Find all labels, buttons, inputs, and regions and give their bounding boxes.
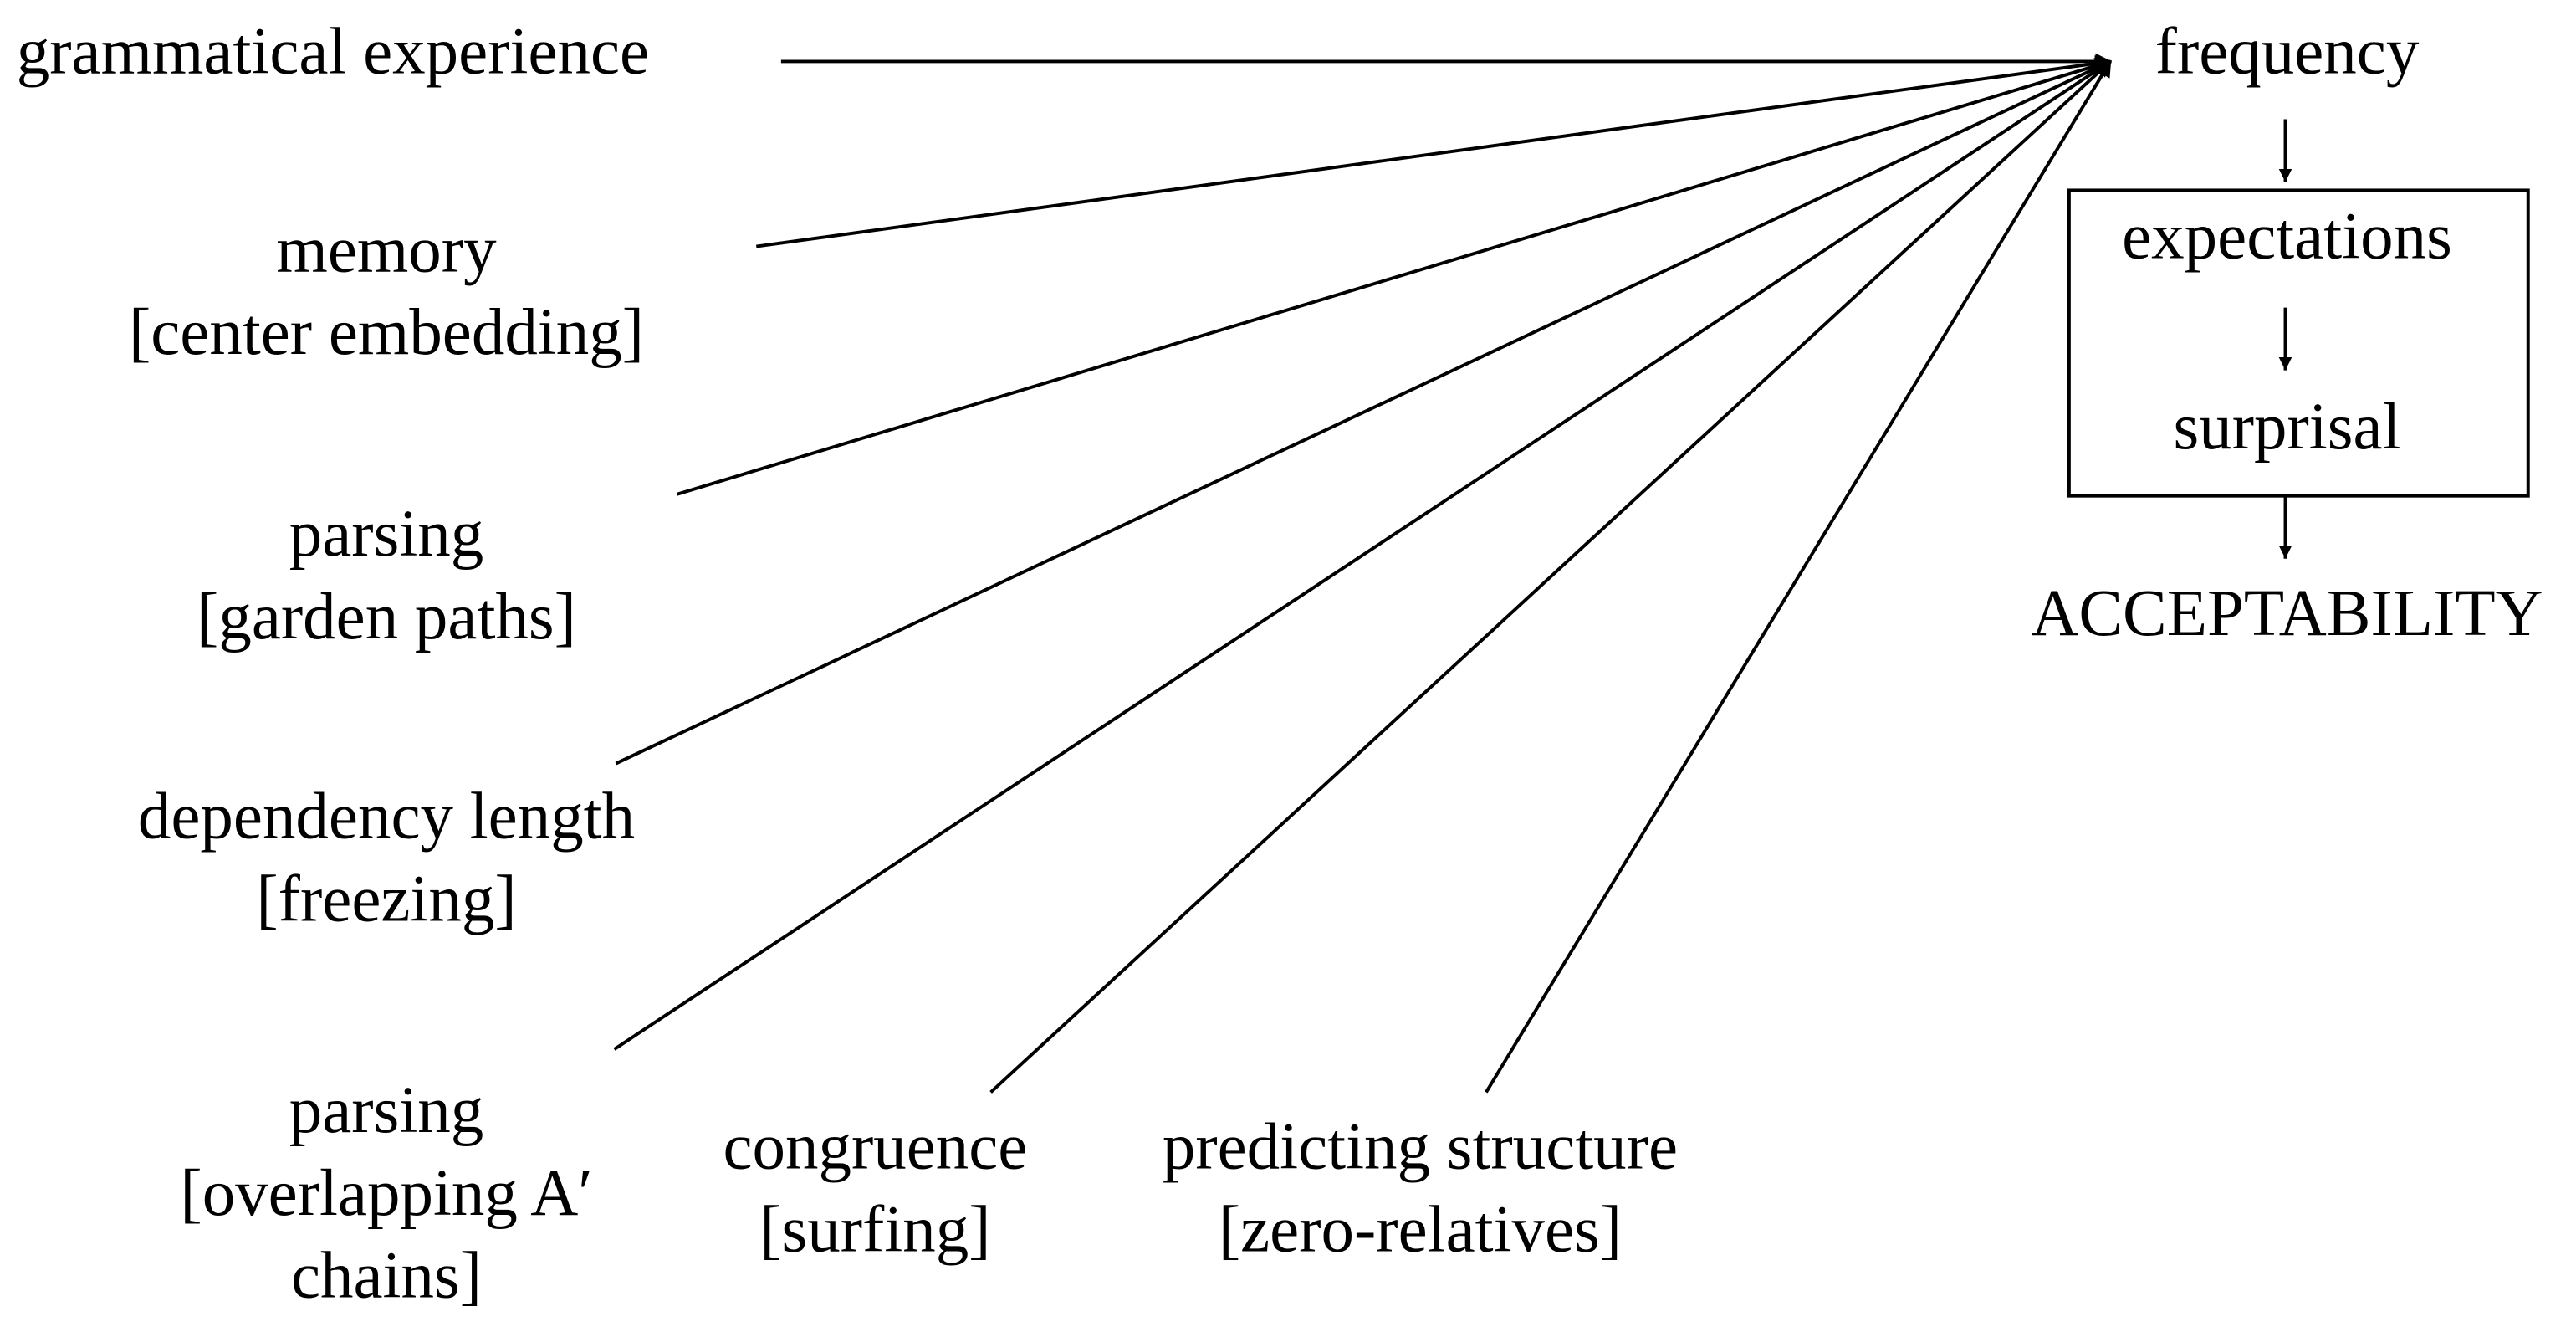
- source-label: [zero-relatives]: [1219, 1193, 1622, 1266]
- source-label: parsing: [289, 498, 483, 571]
- arrow: [989, 59, 2112, 1094]
- source-label: [surfing]: [759, 1193, 990, 1266]
- arrow: [613, 59, 2112, 1051]
- box: [2067, 188, 2530, 498]
- pipeline-label: ACCEPTABILITY: [2031, 577, 2543, 650]
- source-label: memory: [276, 214, 497, 287]
- pipeline-label: surprisal: [2174, 391, 2401, 464]
- source-label: congruence: [723, 1111, 1027, 1184]
- source-label: [garden paths]: [197, 581, 576, 653]
- arrow: [755, 55, 2113, 248]
- labels: grammatical experience memory [center embe…: [17, 16, 2543, 1313]
- pipeline-label: frequency: [2155, 16, 2420, 89]
- arrow: [1485, 59, 2112, 1094]
- source-label: [center embedding]: [129, 296, 644, 369]
- source-label: [overlapping A′: [180, 1157, 592, 1230]
- source-label: dependency length: [138, 781, 635, 853]
- arrow: [615, 59, 2113, 766]
- source-label: chains]: [291, 1240, 482, 1313]
- arrow: [676, 58, 2113, 496]
- source-label: parsing: [289, 1074, 483, 1147]
- pipeline-label: expectations: [2122, 201, 2452, 274]
- source-arrows: [613, 53, 2113, 1094]
- source-label: predicting structure: [1163, 1111, 1678, 1184]
- source-label: [freezing]: [256, 863, 516, 935]
- source-label: grammatical experience: [17, 16, 649, 89]
